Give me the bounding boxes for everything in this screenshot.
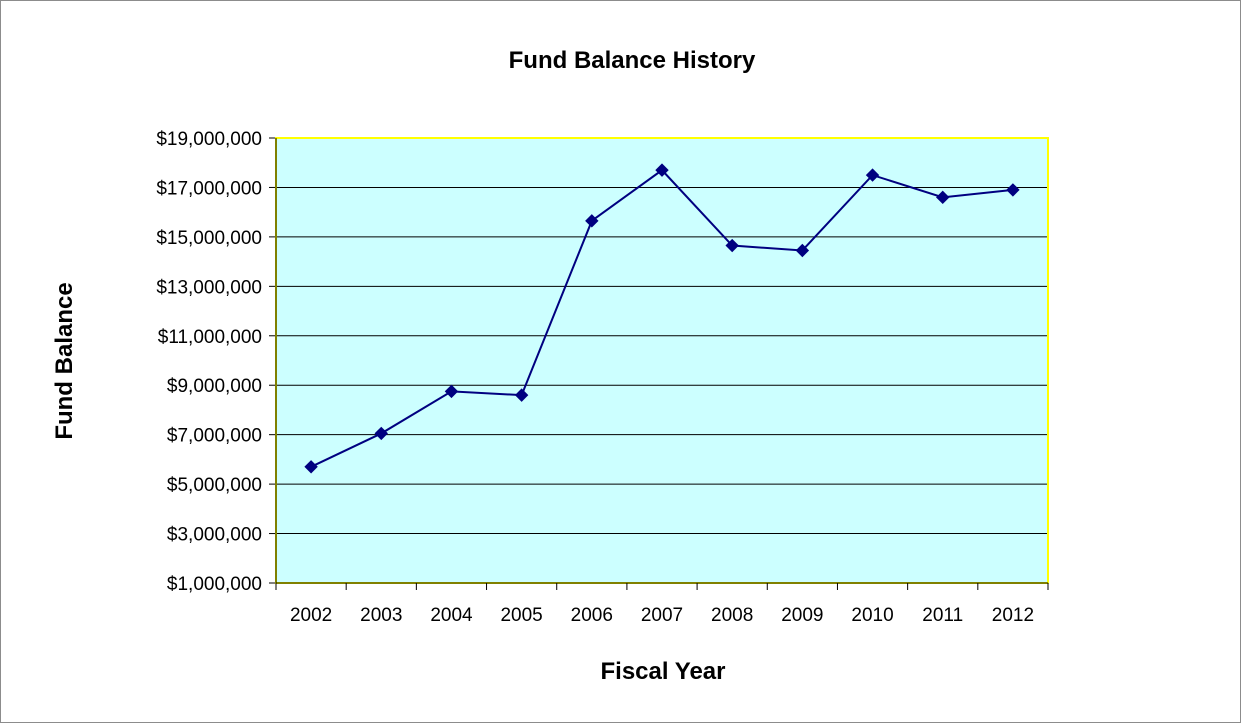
data-point-marker: [585, 214, 599, 228]
chart-title: Fund Balance History: [509, 47, 756, 74]
data-point-marker: [514, 388, 529, 402]
data-point-marker: [444, 384, 459, 399]
data-point-marker: [1006, 183, 1020, 197]
x-tick-label: 2006: [571, 605, 613, 626]
y-tick-label: $19,000,000: [156, 129, 262, 150]
x-tick-label: 2005: [500, 605, 542, 626]
y-tick-label: $9,000,000: [167, 376, 262, 397]
x-tick-label: 2004: [430, 605, 473, 626]
x-axis-title: Fiscal Year: [601, 658, 726, 685]
y-tick-label: $17,000,000: [156, 178, 262, 199]
y-axis-title: Fund Balance: [51, 282, 78, 439]
data-point-marker: [725, 238, 739, 253]
x-tick-label: 2010: [851, 605, 893, 626]
y-tick-label: $11,000,000: [158, 327, 262, 348]
data-point-marker: [655, 163, 669, 177]
y-tick-label: $1,000,000: [167, 574, 262, 595]
x-tick-label: 2012: [992, 605, 1034, 626]
data-point-marker: [304, 460, 318, 474]
data-point-marker: [795, 243, 810, 258]
x-tick-label: 2008: [711, 605, 753, 626]
y-tick-label: $3,000,000: [167, 525, 262, 546]
y-tick-label: $13,000,000: [156, 277, 262, 298]
y-tick-label: $5,000,000: [167, 475, 262, 496]
y-tick-label: $15,000,000: [156, 228, 262, 249]
x-tick-label: 2003: [360, 605, 402, 626]
data-point-marker: [865, 168, 880, 182]
data-point-marker: [936, 190, 950, 205]
data-point-marker: [374, 426, 388, 441]
plot-area: [276, 138, 1048, 583]
x-tick-label: 2011: [922, 605, 963, 626]
y-tick-label: $7,000,000: [167, 426, 262, 447]
x-tick-label: 2009: [781, 605, 823, 626]
x-tick-label: 2007: [641, 605, 683, 626]
x-tick-label: 2002: [290, 605, 332, 626]
